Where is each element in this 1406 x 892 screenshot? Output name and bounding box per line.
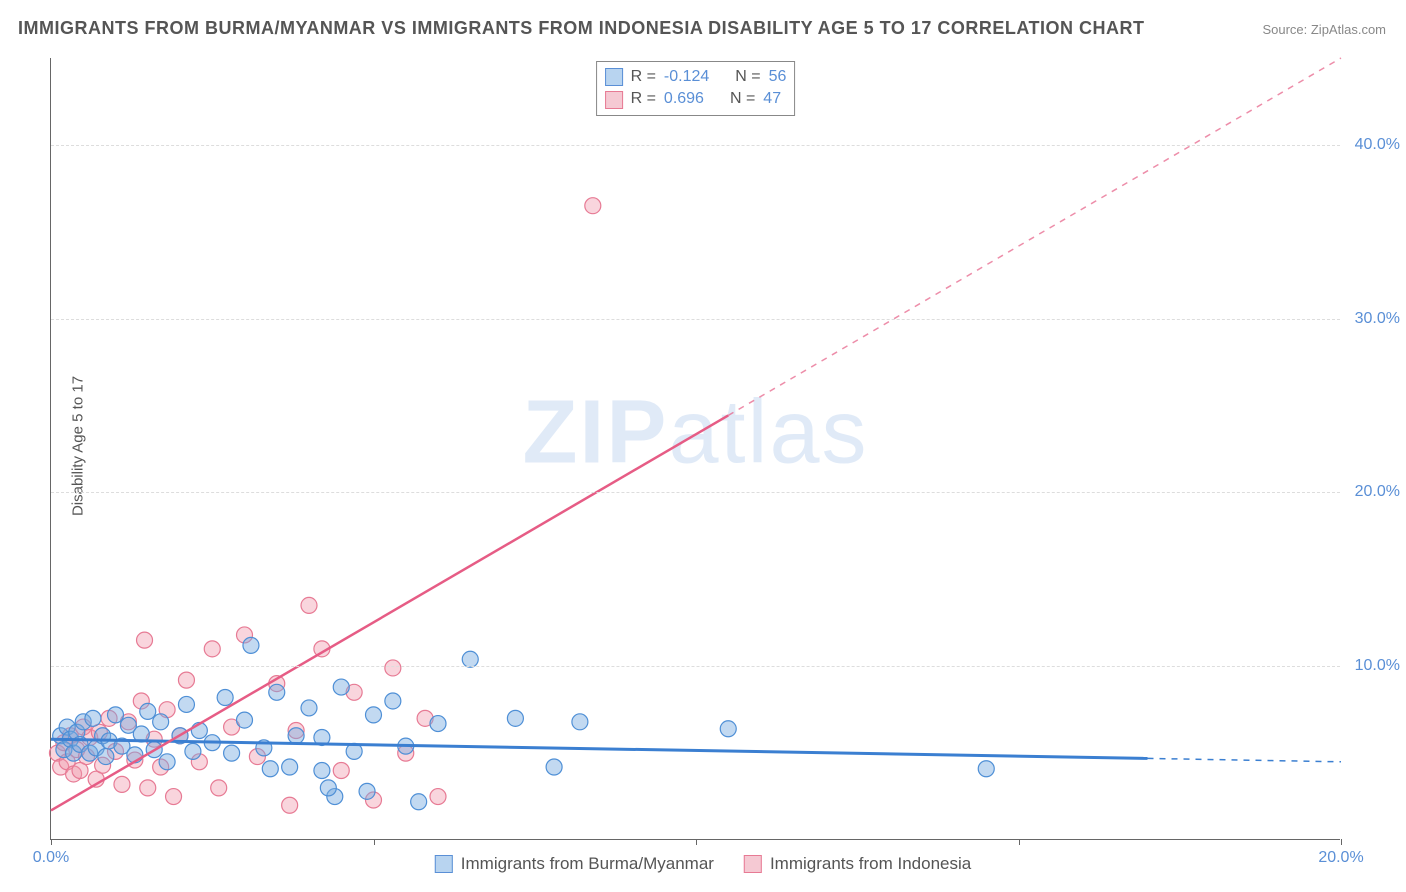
x-tick-label: 20.0% [1318,849,1363,867]
point-indonesia [385,660,401,676]
x-tick-label: 0.0% [33,849,69,867]
point-indonesia [333,762,349,778]
point-burma [224,745,240,761]
y-tick-label: 10.0% [1345,657,1400,675]
x-tick-mark [1341,839,1342,845]
gridline [51,145,1340,146]
point-burma [282,759,298,775]
point-indonesia [178,672,194,688]
gridline [51,319,1340,320]
regression-line-indonesia [51,415,728,810]
point-burma [359,783,375,799]
x-tick-mark [696,839,697,845]
legend-item-blue: Immigrants from Burma/Myanmar [435,854,714,874]
x-tick-mark [51,839,52,845]
point-indonesia [585,198,601,214]
point-indonesia [114,776,130,792]
point-burma [301,700,317,716]
plot-area: ZIPatlas R = -0.124 N = 56 R = 0.696 N =… [50,58,1340,840]
legend-label: Immigrants from Indonesia [770,854,971,874]
r-value: -0.124 [664,66,709,88]
legend-series: Immigrants from Burma/Myanmar Immigrants… [435,854,971,874]
legend-row-1: R = -0.124 N = 56 [605,66,787,88]
point-indonesia [301,597,317,613]
n-label: N = [730,88,755,110]
point-burma [430,716,446,732]
x-tick-mark [374,839,375,845]
legend-correlation: R = -0.124 N = 56 R = 0.696 N = 47 [596,61,796,116]
r-label: R = [631,88,656,110]
point-burma [366,707,382,723]
point-indonesia [140,780,156,796]
point-burma [978,761,994,777]
point-burma [262,761,278,777]
legend-swatch-blue [435,855,453,873]
point-burma [217,690,233,706]
point-burma [85,710,101,726]
point-indonesia [211,780,227,796]
n-label: N = [735,66,760,88]
regression-dash-indonesia [728,58,1341,415]
point-burma [320,780,336,796]
x-tick-mark [1019,839,1020,845]
legend-swatch-blue [605,68,623,86]
point-indonesia [204,641,220,657]
y-tick-label: 30.0% [1345,310,1400,328]
legend-row-2: R = 0.696 N = 47 [605,88,787,110]
point-burma [108,707,124,723]
point-burma [411,794,427,810]
r-value: 0.696 [664,88,704,110]
chart-svg [51,58,1340,839]
legend-swatch-pink [605,91,623,109]
point-burma [507,710,523,726]
point-indonesia [137,632,153,648]
point-burma [288,728,304,744]
point-burma [572,714,588,730]
point-burma [385,693,401,709]
y-tick-label: 40.0% [1345,136,1400,154]
legend-label: Immigrants from Burma/Myanmar [461,854,714,874]
gridline [51,492,1340,493]
chart-title: IMMIGRANTS FROM BURMA/MYANMAR VS IMMIGRA… [18,18,1145,39]
point-indonesia [282,797,298,813]
legend-swatch-pink [744,855,762,873]
gridline [51,666,1340,667]
point-burma [98,749,114,765]
point-burma [546,759,562,775]
point-burma [333,679,349,695]
point-indonesia [166,789,182,805]
regression-dash-burma [1148,758,1342,761]
legend-item-pink: Immigrants from Indonesia [744,854,971,874]
point-burma [178,696,194,712]
point-burma [462,651,478,667]
point-burma [140,703,156,719]
point-burma [153,714,169,730]
point-burma [159,754,175,770]
n-value: 47 [763,88,781,110]
point-burma [185,743,201,759]
point-burma [269,684,285,700]
point-indonesia [430,789,446,805]
r-label: R = [631,66,656,88]
point-burma [720,721,736,737]
point-burma [314,762,330,778]
y-tick-label: 20.0% [1345,483,1400,501]
n-value: 56 [769,66,787,88]
source-label: Source: ZipAtlas.com [1262,22,1386,37]
point-burma [237,712,253,728]
point-burma [243,637,259,653]
